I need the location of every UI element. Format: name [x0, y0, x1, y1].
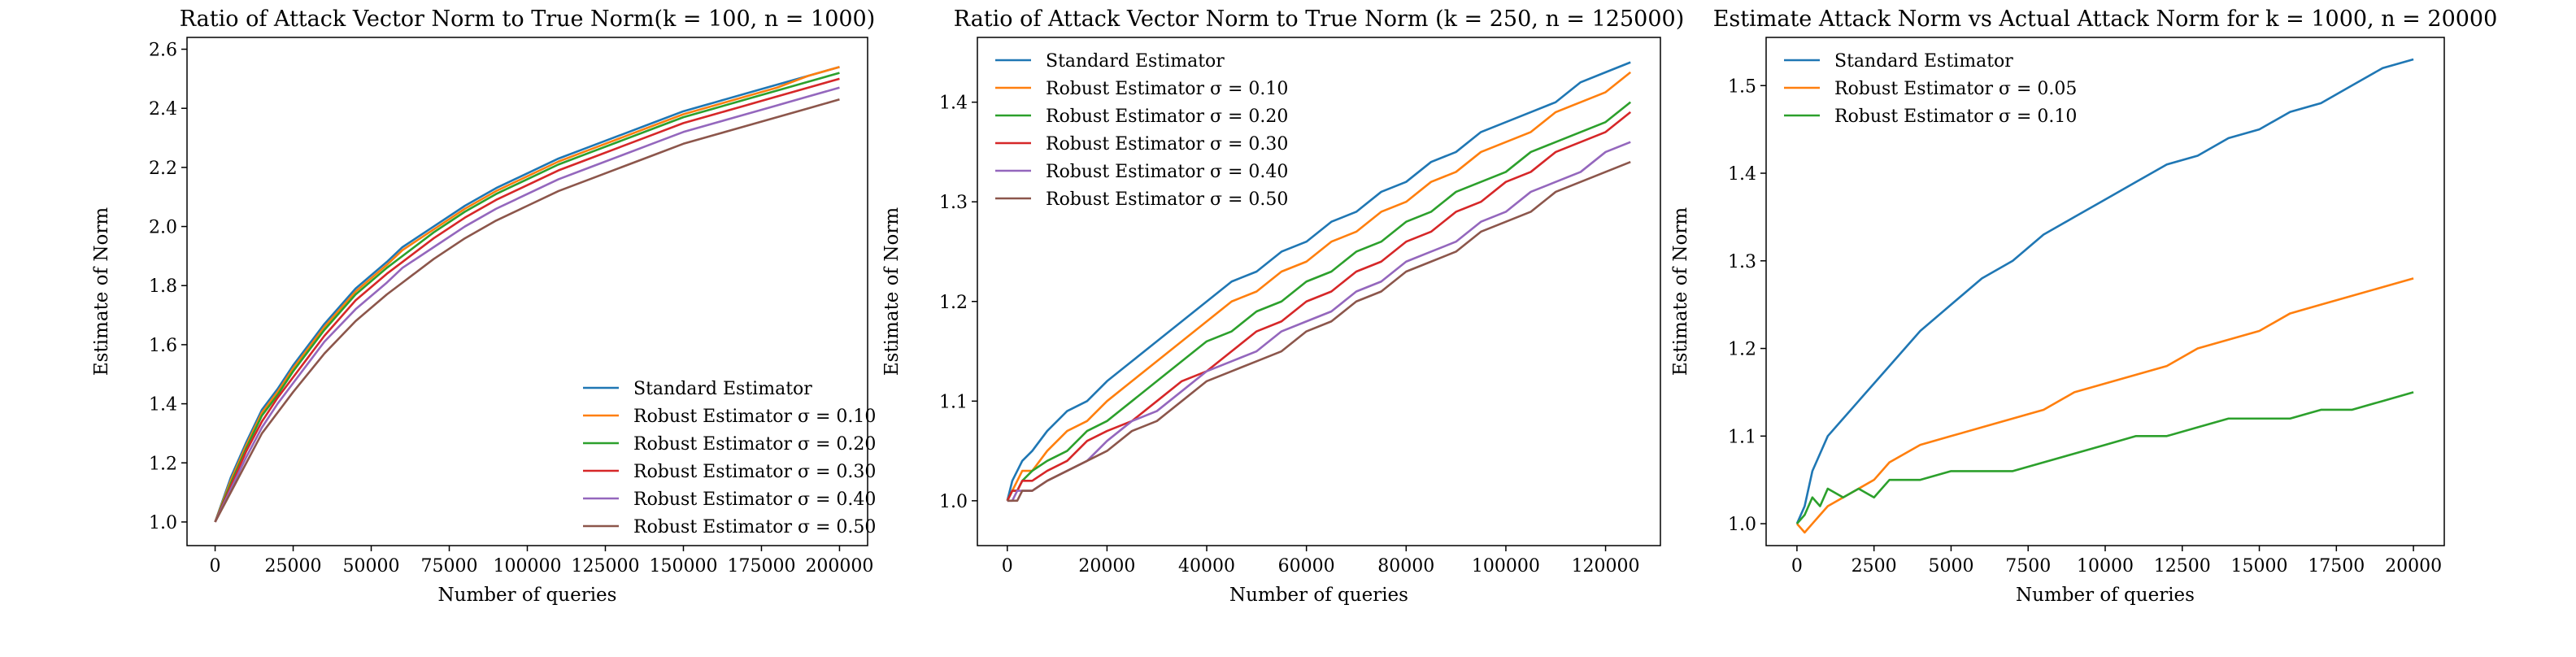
chart-panel-3: Estimate Attack Norm vs Actual Attack No… — [1670, 7, 2497, 606]
x-tick-label: 12500 — [2154, 556, 2211, 577]
legend: Standard Estimator Robust Estimator σ = 0… — [1784, 51, 2077, 127]
series-line — [214, 86, 840, 523]
x-tick-label: 200000 — [805, 556, 873, 577]
legend-label: Robust Estimator σ = 0.30 — [1046, 134, 1288, 154]
y-axis-label: Estimate of Norm — [91, 207, 112, 376]
legend-label: Robust Estimator σ = 0.40 — [1046, 162, 1288, 182]
series-line — [1006, 71, 1632, 502]
legend-label: Robust Estimator σ = 0.05 — [1834, 79, 2077, 99]
y-tick-label: 1.0 — [1728, 515, 1756, 535]
series-line — [1007, 160, 1631, 503]
y-tick-label: 1.1 — [1728, 427, 1756, 447]
x-tick-label: 40000 — [1178, 556, 1235, 577]
x-tick-label: 5000 — [1928, 556, 1973, 577]
series-line — [1795, 58, 2414, 524]
legend-label: Standard Estimator — [633, 379, 812, 399]
x-tick-label: 100000 — [1472, 556, 1540, 577]
series-group — [1795, 58, 2414, 534]
x-tick-label: 25000 — [265, 556, 322, 577]
legend-label: Robust Estimator σ = 0.50 — [633, 517, 876, 537]
legend-label: Robust Estimator σ = 0.10 — [633, 407, 876, 427]
x-tick-label: 120000 — [1572, 556, 1640, 577]
y-tick-label: 1.3 — [1728, 252, 1756, 272]
plot-frame — [977, 37, 1661, 546]
x-tick-label: 10000 — [2077, 556, 2134, 577]
y-tick-label: 1.2 — [939, 293, 968, 313]
series-line — [214, 66, 840, 523]
legend: Standard Estimator Robust Estimator σ = 0… — [995, 51, 1288, 210]
x-axis-label: Number of queries — [438, 585, 617, 606]
series-line — [214, 66, 840, 523]
x-axis-label: Number of queries — [2016, 585, 2195, 606]
y-tick-label: 1.2 — [149, 454, 177, 474]
y-tick-label: 2.4 — [149, 99, 177, 120]
x-tick-label: 150000 — [649, 556, 717, 577]
series-line — [1795, 391, 2414, 524]
y-tick-label: 1.3 — [939, 193, 968, 213]
y-tick-label: 1.4 — [149, 395, 177, 416]
x-tick-label: 75000 — [421, 556, 478, 577]
x-tick-label: 20000 — [1078, 556, 1135, 577]
y-tick-label: 1.8 — [149, 276, 177, 297]
x-tick-label: 125000 — [571, 556, 639, 577]
legend: Standard Estimator Robust Estimator σ = 0… — [583, 379, 876, 537]
series-line — [1795, 277, 2414, 534]
y-tick-label: 2.0 — [149, 218, 177, 238]
series-line — [1006, 101, 1632, 502]
x-tick-label: 60000 — [1278, 556, 1335, 577]
y-tick-label: 2.2 — [149, 159, 177, 179]
chart-title: Ratio of Attack Vector Norm to True Norm… — [180, 7, 876, 32]
legend-label: Standard Estimator — [1834, 51, 2013, 72]
x-tick-label: 0 — [210, 556, 221, 577]
chart-panel-1: Ratio of Attack Vector Norm to True Norm… — [91, 7, 876, 606]
series-group — [1006, 61, 1632, 503]
series-group — [214, 66, 840, 523]
y-tick-label: 2.6 — [149, 41, 177, 61]
y-axis-label: Estimate of Norm — [881, 207, 903, 376]
x-tick-label: 2500 — [1852, 556, 1897, 577]
x-tick-label: 17500 — [2308, 556, 2365, 577]
x-tick-label: 50000 — [343, 556, 400, 577]
chart-title: Ratio of Attack Vector Norm to True Norm… — [954, 7, 1684, 32]
x-tick-label: 20000 — [2385, 556, 2442, 577]
y-tick-label: 1.6 — [149, 336, 177, 356]
legend-label: Robust Estimator σ = 0.50 — [1046, 189, 1288, 210]
x-axis-label: Number of queries — [1229, 585, 1408, 606]
y-tick-label: 1.1 — [939, 392, 968, 412]
y-tick-label: 1.4 — [939, 94, 968, 114]
y-tick-label: 1.4 — [1728, 164, 1756, 185]
legend-label: Robust Estimator σ = 0.10 — [1834, 107, 2077, 127]
legend-label: Robust Estimator σ = 0.40 — [633, 489, 876, 510]
y-tick-label: 1.5 — [1728, 76, 1756, 97]
x-tick-label: 100000 — [494, 556, 562, 577]
chart-title: Estimate Attack Norm vs Actual Attack No… — [1713, 7, 2498, 32]
series-line — [214, 72, 840, 523]
chart-panel-2: Ratio of Attack Vector Norm to True Norm… — [881, 7, 1684, 606]
y-tick-label: 1.0 — [149, 513, 177, 533]
series-line — [1006, 111, 1632, 502]
legend-label: Standard Estimator — [1046, 51, 1225, 72]
x-tick-label: 15000 — [2231, 556, 2288, 577]
x-tick-label: 80000 — [1377, 556, 1434, 577]
legend-label: Robust Estimator σ = 0.20 — [1046, 107, 1288, 127]
plot-frame — [186, 37, 868, 546]
legend-label: Robust Estimator σ = 0.20 — [633, 434, 876, 455]
x-tick-label: 175000 — [727, 556, 795, 577]
series-line — [214, 98, 840, 523]
x-tick-label: 0 — [1002, 556, 1013, 577]
x-tick-label: 7500 — [2005, 556, 2051, 577]
plot-frame — [1765, 37, 2445, 546]
y-tick-label: 1.0 — [939, 492, 968, 512]
y-tick-label: 1.2 — [1728, 340, 1756, 360]
series-line — [1006, 61, 1631, 502]
series-line — [214, 77, 840, 523]
legend-label: Robust Estimator σ = 0.10 — [1046, 79, 1288, 99]
y-axis-label: Estimate of Norm — [1670, 207, 1691, 376]
x-tick-label: 0 — [1791, 556, 1803, 577]
legend-label: Robust Estimator σ = 0.30 — [633, 462, 876, 482]
